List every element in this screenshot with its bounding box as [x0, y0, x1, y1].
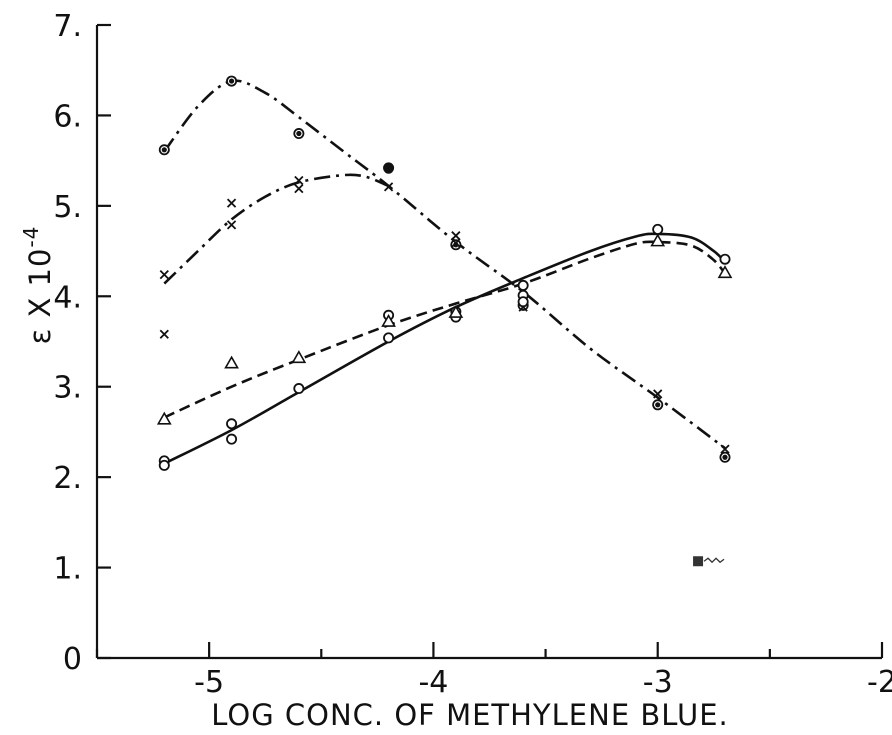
circle-marker-fill — [228, 78, 235, 84]
series-curve-3 — [163, 232, 726, 465]
triangle-marker — [448, 304, 464, 318]
artifact-block — [693, 556, 704, 567]
x-marker — [226, 220, 237, 230]
triangle-marker — [650, 233, 666, 247]
x-marker — [159, 269, 169, 280]
open-circle-marker — [517, 296, 529, 308]
x-marker — [451, 231, 461, 241]
data-point-triangle — [224, 355, 239, 369]
data-point-triangle — [717, 265, 733, 279]
x-marker — [294, 175, 304, 186]
data-point-open-circle — [293, 383, 305, 395]
data-point-x — [159, 329, 169, 339]
data-point-x — [451, 238, 461, 248]
data-point-open-circle — [226, 418, 238, 430]
data-point-half-filled-circle — [652, 399, 664, 411]
artifact-squiggle — [703, 557, 725, 564]
x-tick-label: -2 — [867, 665, 892, 700]
data-point-x — [226, 198, 237, 208]
x-marker — [653, 389, 663, 399]
data-point-triangle — [448, 304, 464, 318]
triangle-marker — [291, 350, 307, 364]
open-circle-marker — [517, 279, 529, 291]
series-markers — [156, 75, 733, 567]
filled-circle-marker — [383, 163, 394, 174]
data-point-x — [720, 444, 730, 454]
data-point-x — [294, 184, 304, 194]
circle-marker-fill — [722, 454, 728, 460]
data-point-half-filled-circle — [226, 75, 238, 87]
data-point-triangle — [650, 233, 666, 247]
data-point-x — [653, 389, 663, 399]
data-point-triangle — [291, 350, 307, 364]
y-axis-title-exponent: -4 — [19, 226, 43, 248]
circle-marker-fill — [655, 402, 661, 408]
data-point-x — [383, 182, 394, 192]
data-point-half-filled-circle — [719, 451, 731, 463]
y-tick-label: 2. — [53, 461, 82, 496]
y-tick-label: 6. — [53, 99, 82, 134]
x-marker — [159, 329, 169, 339]
open-circle-marker — [293, 383, 305, 395]
series-curve-0 — [163, 79, 726, 450]
triangle-marker — [224, 355, 239, 369]
x-tick-label: -4 — [418, 665, 448, 700]
data-point-triangle — [156, 411, 172, 425]
y-tick-label: 4. — [53, 280, 82, 315]
open-circle-marker — [383, 332, 395, 344]
y-tick-label: 0 — [63, 642, 82, 677]
circle-marker-fill — [296, 130, 302, 137]
open-circle-marker — [652, 223, 664, 235]
series-curve-2 — [163, 173, 390, 285]
x-marker — [226, 198, 237, 208]
data-point-open-circle — [383, 332, 395, 344]
y-axis-title-base: ε X 10 — [23, 248, 57, 345]
open-circle-marker — [158, 459, 170, 471]
y-tick-label: 1. — [53, 552, 82, 587]
open-circle-marker — [226, 418, 238, 430]
data-point-x — [294, 175, 304, 186]
data-point-x — [451, 231, 461, 241]
x-marker — [451, 238, 461, 248]
data-point-open-circle — [719, 253, 731, 265]
data-point-triangle — [381, 313, 396, 327]
data-point-open-circle — [226, 433, 238, 445]
series-curve-4 — [163, 240, 727, 419]
data-point-half-filled-circle — [293, 128, 305, 140]
y-tick-label: 5. — [53, 190, 82, 225]
data-point-open-circle — [517, 296, 529, 308]
x-marker — [383, 182, 394, 192]
y-axis-title: ε X 10-4 — [19, 226, 57, 345]
triangle-marker — [156, 411, 172, 425]
data-point-open-circle — [517, 279, 529, 291]
x-tick-label: -3 — [643, 665, 673, 700]
y-tick-label: 3. — [53, 371, 82, 406]
tick-labels: 0 1. 2. 3. 4. 5. 6. 7. -5 -4 -3 -2 — [53, 9, 892, 700]
axes — [95, 23, 884, 660]
open-circle-marker — [719, 253, 731, 265]
series-curves — [163, 79, 727, 465]
circle-marker-fill — [161, 147, 167, 153]
triangle-marker — [381, 313, 396, 327]
data-point-half-filled-circle — [158, 144, 170, 156]
data-point-x — [226, 220, 237, 230]
data-point-x — [159, 269, 169, 280]
x-axis-title: LOG CONC. OF METHYLENE BLUE. — [211, 698, 729, 732]
y-tick-label: 7. — [53, 9, 82, 44]
x-marker — [720, 444, 730, 454]
triangle-marker — [717, 265, 733, 279]
data-point-open-circle — [652, 223, 664, 235]
open-circle-marker — [226, 433, 238, 445]
data-point-open-circle — [158, 459, 170, 471]
x-tick-label: -5 — [194, 665, 224, 700]
x-marker — [294, 184, 304, 194]
data-point-half-filled-circle — [450, 239, 462, 251]
scan-artifact — [693, 556, 725, 567]
